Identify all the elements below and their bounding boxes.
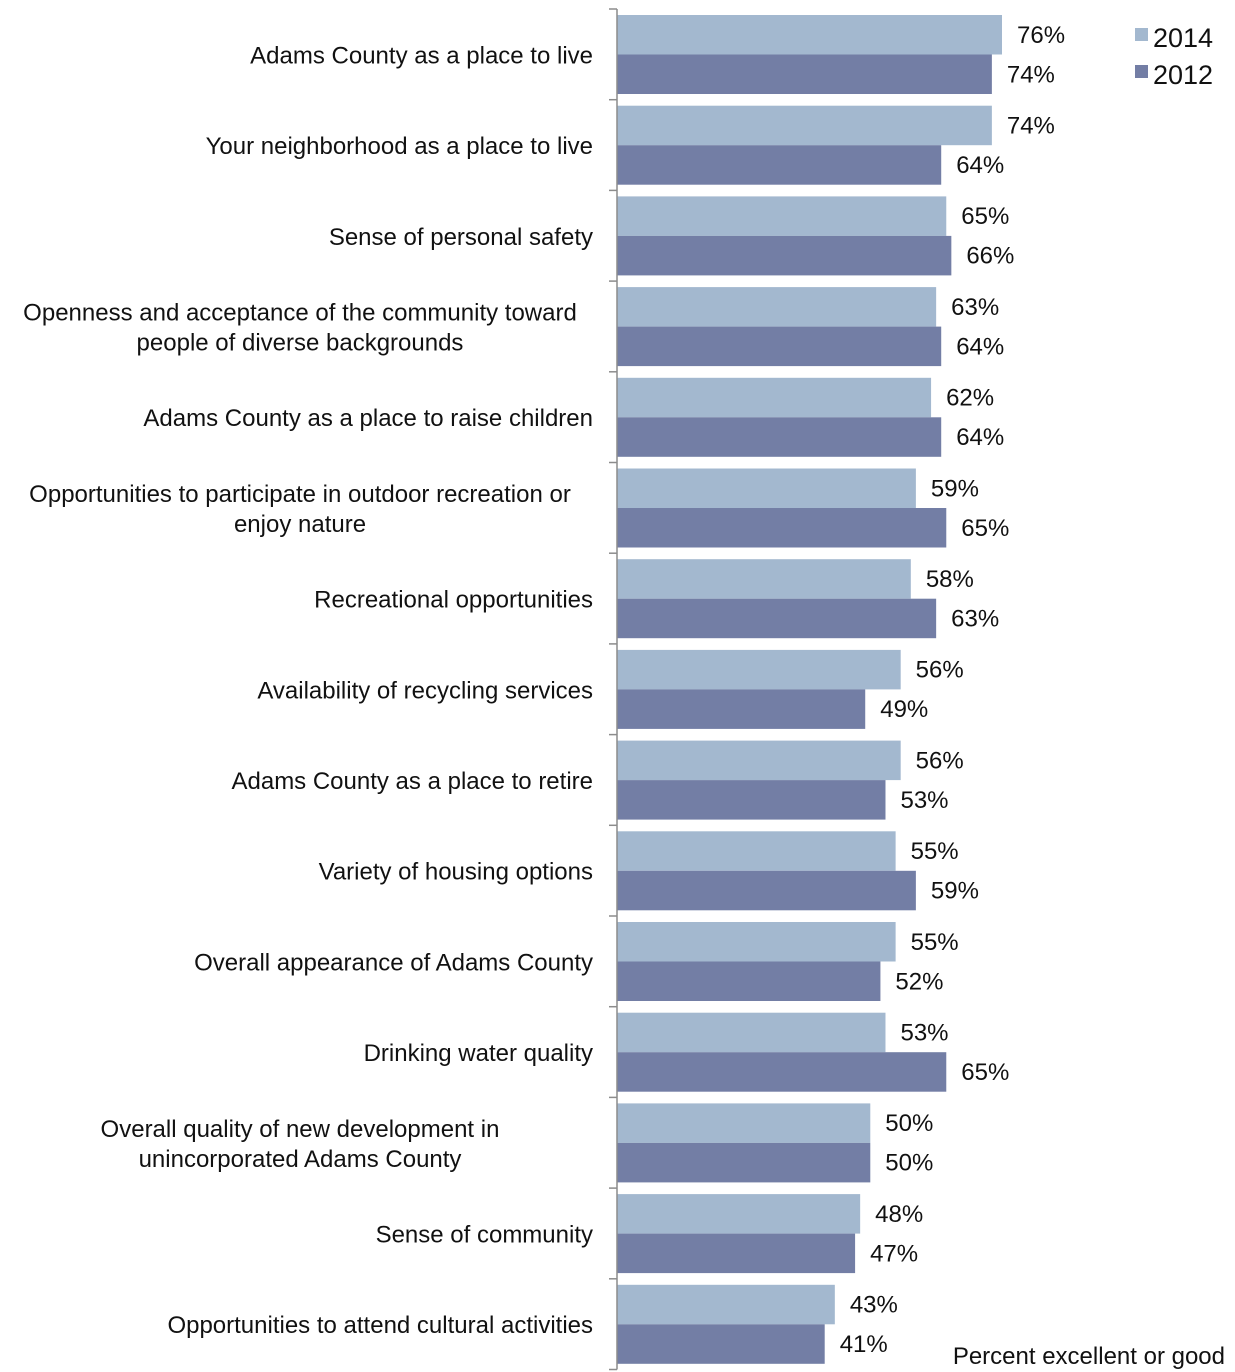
bar-2012-13 — [617, 1233, 856, 1274]
bar-2012-11 — [617, 1052, 947, 1092]
bar-2014-11 — [617, 1012, 886, 1053]
value-label-2012-9: 59% — [931, 878, 979, 905]
value-label-2014-12: 50% — [885, 1110, 933, 1137]
bar-2012-8 — [617, 780, 886, 820]
bar-2014-3 — [617, 287, 937, 327]
category-label-3-line-0: Openness and acceptance of the community… — [23, 299, 577, 326]
bar-2012-0 — [617, 54, 992, 94]
category-label-0: Adams County as a place to live — [250, 42, 593, 69]
bar-2014-7 — [617, 649, 901, 690]
bar-2012-9 — [617, 870, 916, 911]
value-label-2014-2: 65% — [961, 203, 1009, 230]
bar-2014-13 — [617, 1194, 861, 1234]
bar-2012-5 — [617, 508, 947, 548]
bar-2014-2 — [617, 196, 947, 236]
value-label-2014-14: 43% — [850, 1292, 898, 1319]
value-label-2014-8: 56% — [916, 747, 964, 774]
bar-2014-8 — [617, 740, 901, 781]
bar-2014-12 — [617, 1103, 871, 1143]
category-label-1: Your neighborhood as a place to live — [206, 133, 593, 160]
category-labels: Adams County as a place to live Your neig… — [23, 42, 593, 1339]
value-label-2012-11: 65% — [961, 1059, 1009, 1086]
legend-label-2012: 2012 — [1153, 60, 1213, 90]
category-label-14: Opportunities to attend cultural activit… — [167, 1312, 593, 1339]
bar-2012-3 — [617, 326, 942, 367]
category-label-4: Adams County as a place to raise childre… — [143, 405, 593, 432]
legend-swatch-2012 — [1135, 65, 1148, 78]
value-label-2014-7: 56% — [916, 657, 964, 684]
value-label-2012-8: 53% — [900, 787, 948, 814]
legend-label-2014: 2014 — [1153, 23, 1213, 53]
value-label-2012-10: 52% — [895, 968, 943, 995]
legend: 2014 2012 — [1135, 23, 1213, 90]
value-label-2012-13: 47% — [870, 1240, 918, 1267]
bars-layer — [617, 15, 1002, 1364]
category-label-5-line-0: Opportunities to participate in outdoor … — [29, 481, 571, 508]
category-axis — [609, 8, 618, 1371]
category-label-11: Drinking water quality — [364, 1040, 593, 1067]
category-label-13: Sense of community — [376, 1221, 593, 1248]
bar-2014-5 — [617, 468, 916, 508]
value-label-2012-1: 64% — [956, 152, 1004, 179]
bar-2012-6 — [617, 598, 937, 639]
bar-2014-1 — [617, 105, 992, 146]
value-labels: 76%74%74%64%65%66%63%64%62%64%59%65%58%6… — [840, 22, 1065, 1358]
legend-swatch-2014 — [1135, 28, 1148, 41]
x-axis-label: Percent excellent or good — [953, 1343, 1225, 1370]
value-label-2012-0: 74% — [1007, 61, 1055, 88]
category-label-7: Availability of recycling services — [257, 677, 593, 704]
value-label-2014-0: 76% — [1017, 22, 1065, 49]
bar-2012-2 — [617, 235, 952, 276]
value-label-2014-3: 63% — [951, 294, 999, 321]
category-label-3-line-1: people of diverse backgrounds — [137, 329, 464, 356]
category-label-12-line-0: Overall quality of new development in — [101, 1116, 500, 1143]
value-label-2014-1: 74% — [1007, 112, 1055, 139]
bar-2012-12 — [617, 1142, 871, 1183]
bar-2014-10 — [617, 922, 896, 962]
bar-2014-6 — [617, 559, 911, 599]
bar-2012-14 — [617, 1324, 825, 1364]
value-label-2014-5: 59% — [931, 475, 979, 502]
value-label-2014-9: 55% — [911, 838, 959, 865]
value-label-2014-10: 55% — [911, 929, 959, 956]
category-label-5-line-1: enjoy nature — [234, 511, 366, 538]
bar-2014-4 — [617, 377, 932, 418]
bar-2012-4 — [617, 417, 942, 457]
bar-2014-14 — [617, 1284, 835, 1325]
category-label-12-line-1: unincorporated Adams County — [139, 1146, 462, 1173]
category-label-9: Variety of housing options — [319, 859, 593, 886]
value-label-2012-12: 50% — [885, 1150, 933, 1177]
category-label-10: Overall appearance of Adams County — [194, 949, 593, 976]
bar-2014-0 — [617, 15, 1002, 55]
value-label-2014-13: 48% — [875, 1201, 923, 1228]
category-label-6: Recreational opportunities — [314, 587, 593, 614]
value-label-2012-5: 65% — [961, 515, 1009, 542]
bar-2014-9 — [617, 831, 896, 871]
bar-2012-1 — [617, 145, 942, 185]
value-label-2012-2: 66% — [966, 243, 1014, 270]
value-label-2014-6: 58% — [926, 566, 974, 593]
value-label-2014-4: 62% — [946, 385, 994, 412]
value-label-2014-11: 53% — [900, 1019, 948, 1046]
category-label-2: Sense of personal safety — [329, 224, 593, 251]
bar-2012-10 — [617, 961, 881, 1001]
value-label-2012-6: 63% — [951, 605, 999, 632]
category-label-8: Adams County as a place to retire — [231, 768, 593, 795]
value-label-2012-3: 64% — [956, 333, 1004, 360]
value-label-2012-4: 64% — [956, 424, 1004, 451]
value-label-2012-14: 41% — [840, 1331, 888, 1358]
bar-2012-7 — [617, 689, 866, 729]
value-label-2012-7: 49% — [880, 696, 928, 723]
